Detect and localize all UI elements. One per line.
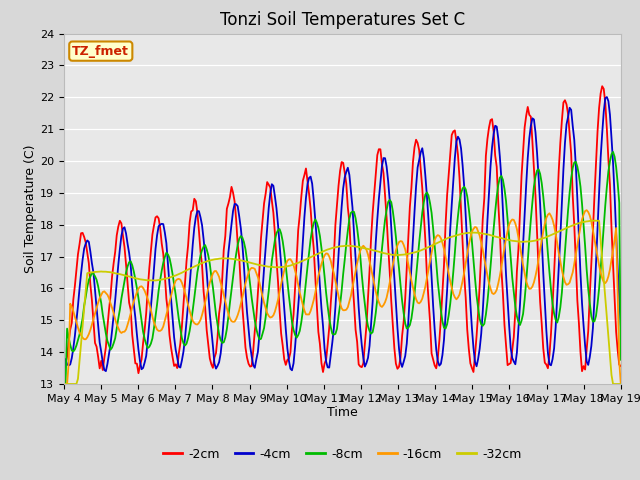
Y-axis label: Soil Temperature (C): Soil Temperature (C) [24,144,37,273]
Legend: -2cm, -4cm, -8cm, -16cm, -32cm: -2cm, -4cm, -8cm, -16cm, -32cm [158,443,527,466]
Text: TZ_fmet: TZ_fmet [72,45,129,58]
Title: Tonzi Soil Temperatures Set C: Tonzi Soil Temperatures Set C [220,11,465,29]
X-axis label: Time: Time [327,407,358,420]
